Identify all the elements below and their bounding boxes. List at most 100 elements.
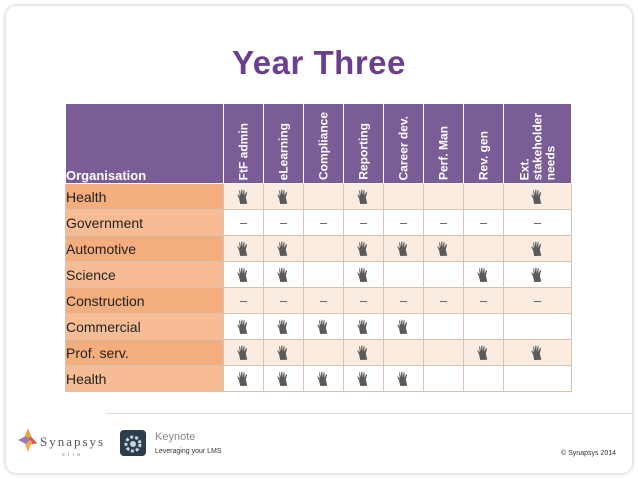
table-row: Science xyxy=(65,261,572,288)
keynote-label: Keynote xyxy=(155,431,196,443)
hand-icon xyxy=(303,313,344,340)
hand-icon xyxy=(463,261,504,288)
hand-icon xyxy=(223,365,264,392)
table-cell xyxy=(303,261,344,288)
table-cell xyxy=(303,339,344,366)
table-cell xyxy=(463,183,504,210)
hand-icon xyxy=(343,365,384,392)
copyright-notice: © Synapsys 2014 xyxy=(561,450,616,457)
hand-icon xyxy=(503,183,572,210)
column-header-career-dev: Career dev. xyxy=(383,103,424,184)
hand-icon xyxy=(263,339,304,366)
hand-icon xyxy=(383,235,424,262)
table-row: Construction – – – – – – – – xyxy=(65,287,572,314)
column-header-ext-stakeholder-needs: Ext. stakeholder needs xyxy=(503,103,572,184)
hand-icon xyxy=(223,313,264,340)
hand-icon xyxy=(343,183,384,210)
table-cell: – xyxy=(463,209,504,236)
hand-icon xyxy=(223,339,264,366)
table-cell: – xyxy=(263,209,304,236)
table-cell: – xyxy=(423,209,464,236)
hand-icon xyxy=(463,339,504,366)
table-cell xyxy=(303,183,344,210)
table-cell xyxy=(423,365,464,392)
hand-icon xyxy=(503,339,572,366)
table-cell xyxy=(463,365,504,392)
table-cell: – xyxy=(303,287,344,314)
table-cell xyxy=(463,235,504,262)
logo-tagline: e l i a xyxy=(62,452,81,458)
table-cell: – xyxy=(463,287,504,314)
table-cell: – xyxy=(383,209,424,236)
table-cell: – xyxy=(383,287,424,314)
column-header-rev-gen: Rev. gen xyxy=(463,103,504,184)
table-row: Automotive xyxy=(65,235,572,262)
table-cell: – xyxy=(503,209,572,236)
table-cell xyxy=(423,261,464,288)
hand-icon xyxy=(343,235,384,262)
hand-icon xyxy=(383,313,424,340)
organisation-header: Organisation xyxy=(65,103,224,184)
hand-icon xyxy=(223,235,264,262)
table-row: Government – – – – – – – – xyxy=(65,209,572,236)
footer-divider xyxy=(106,413,632,414)
table-cell: – xyxy=(223,209,264,236)
table-cell: – xyxy=(263,287,304,314)
row-label: Commercial xyxy=(65,313,224,340)
table-body: Health Government – – – – – – – – Automotive Scienc… xyxy=(65,183,572,392)
hand-icon xyxy=(343,313,384,340)
table-header-row: Organisation FtF admin eLearning Complia… xyxy=(65,103,572,184)
row-label: Government xyxy=(65,209,224,236)
table-cell: – xyxy=(303,209,344,236)
hand-icon xyxy=(263,183,304,210)
hand-icon xyxy=(223,261,264,288)
table-row: Health xyxy=(65,183,572,210)
table-cell xyxy=(503,365,572,392)
hand-icon xyxy=(263,235,304,262)
table-row: Prof. serv. xyxy=(65,339,572,366)
hand-icon xyxy=(343,261,384,288)
table-row: Health xyxy=(65,365,572,392)
hand-icon xyxy=(343,339,384,366)
hand-icon xyxy=(223,183,264,210)
table-cell xyxy=(423,183,464,210)
hand-icon xyxy=(503,235,572,262)
row-label: Prof. serv. xyxy=(65,339,224,366)
table-cell: – xyxy=(343,287,384,314)
column-header-elearning: eLearning xyxy=(263,103,304,184)
table-cell xyxy=(423,339,464,366)
table-cell: – xyxy=(503,287,572,314)
row-label: Health xyxy=(65,365,224,392)
table-cell xyxy=(463,313,504,340)
column-header-compliance: Compliance xyxy=(303,103,344,184)
hand-icon xyxy=(263,261,304,288)
table-cell xyxy=(303,235,344,262)
presentation-subtitle: Leveraging your LMS xyxy=(155,448,222,455)
table-cell: – xyxy=(343,209,384,236)
column-header-ftf-admin: FtF admin xyxy=(223,103,264,184)
hand-icon xyxy=(503,261,572,288)
hand-icon xyxy=(263,313,304,340)
table-cell: – xyxy=(423,287,464,314)
table-cell xyxy=(383,339,424,366)
table-cell xyxy=(423,313,464,340)
table-row: Commercial xyxy=(65,313,572,340)
row-label: Automotive xyxy=(65,235,224,262)
hand-icon xyxy=(263,365,304,392)
table-cell xyxy=(383,261,424,288)
keynote-icon xyxy=(120,430,146,456)
slide-title: Year Three xyxy=(232,44,406,81)
table-cell xyxy=(383,183,424,210)
row-label: Health xyxy=(65,183,224,210)
synapsys-logo xyxy=(18,428,38,452)
hand-icon xyxy=(423,235,464,262)
hand-icon xyxy=(303,365,344,392)
table-cell xyxy=(503,313,572,340)
logo-text: Synapsys xyxy=(40,434,106,449)
hand-icon xyxy=(383,365,424,392)
row-label: Science xyxy=(65,261,224,288)
row-label: Construction xyxy=(65,287,224,314)
column-header-reporting: Reporting xyxy=(343,103,384,184)
table-cell: – xyxy=(223,287,264,314)
column-header-perf-man: Perf. Man xyxy=(423,103,464,184)
